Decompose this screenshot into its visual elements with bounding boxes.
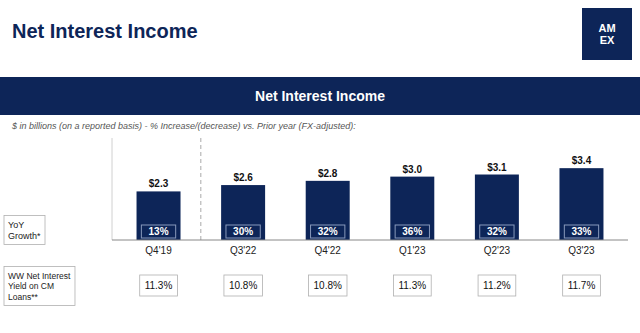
text-line: Yield on CM bbox=[8, 281, 54, 291]
yoy-box bbox=[564, 225, 598, 238]
yoy-label: 33% bbox=[571, 226, 591, 237]
ww-label: 11.3% bbox=[145, 280, 173, 291]
ww-label: 10.8% bbox=[314, 280, 342, 291]
x-tick-label: Q4'22 bbox=[315, 245, 342, 256]
ww-label: 11.3% bbox=[398, 280, 426, 291]
yoy-box bbox=[226, 225, 260, 238]
ww-box bbox=[224, 275, 262, 296]
bar bbox=[306, 181, 350, 240]
y-axis-line bbox=[112, 138, 113, 240]
x-tick-label: Q3'23 bbox=[568, 245, 595, 256]
logo-text: AMEX bbox=[598, 22, 615, 46]
row-label: WW Net InterestYield on CMLoans** bbox=[8, 271, 71, 302]
text-line: YoY bbox=[8, 220, 24, 230]
yoy-label: 36% bbox=[402, 226, 422, 237]
text-line: AM bbox=[598, 22, 615, 34]
note: $ in billions (on a reported basis) - % … bbox=[11, 121, 356, 131]
text-line: EX bbox=[600, 34, 615, 46]
yoy-box bbox=[395, 225, 429, 238]
x-tick-label: Q4'19 bbox=[145, 245, 172, 256]
yoy-box bbox=[311, 225, 345, 238]
data-label: $2.3 bbox=[149, 178, 169, 189]
bar bbox=[137, 191, 181, 240]
chart-container: Net Interest Income AMEX Net Interest Inco… bbox=[0, 0, 640, 333]
data-label: $2.6 bbox=[233, 172, 253, 183]
bar bbox=[221, 185, 265, 240]
ww-box bbox=[393, 275, 431, 296]
page: {"chart_data": {"type": "bar", "title": … bbox=[0, 0, 640, 333]
ww-label: 11.7% bbox=[568, 280, 596, 291]
ww-label: 11.2% bbox=[483, 280, 511, 291]
x-tick-label: Q2'23 bbox=[484, 245, 511, 256]
text-line: WW Net Interest bbox=[8, 271, 71, 281]
text-line: Loans** bbox=[8, 292, 38, 302]
data-label: $3.1 bbox=[487, 162, 507, 173]
bar bbox=[390, 177, 434, 240]
labels: 13% $2.3 30% $2.6 32% $2.8 36% $3.0 32% $3.1 33% $3… bbox=[141, 155, 598, 238]
row-label: YoYGrowth* bbox=[8, 220, 41, 241]
logo: AMEX bbox=[582, 8, 632, 60]
data-label: $2.8 bbox=[318, 168, 338, 179]
yoy-label: 32% bbox=[487, 226, 507, 237]
row-label-box bbox=[4, 267, 75, 306]
logo-box bbox=[582, 8, 632, 60]
yoy-box bbox=[141, 225, 175, 238]
header-bg bbox=[0, 77, 640, 115]
title: Net Interest Income bbox=[12, 20, 198, 42]
chart-svg: Net Interest Income AMEX Net Interest Inco… bbox=[0, 0, 640, 333]
bar bbox=[559, 168, 603, 240]
ww-box bbox=[309, 275, 347, 296]
yoy-label: 32% bbox=[318, 226, 338, 237]
x-tick-label: Q3'22 bbox=[230, 245, 257, 256]
data-label: $3.4 bbox=[572, 155, 592, 166]
ww-label: 10.8% bbox=[229, 280, 257, 291]
ww-box bbox=[563, 275, 601, 296]
yoy-label: 13% bbox=[149, 226, 169, 237]
separator bbox=[200, 138, 201, 240]
ww-row: 11.3% 10.8% 10.8% 11.3% 11.2% 11.7% bbox=[140, 275, 601, 296]
ww-box bbox=[478, 275, 516, 296]
x-tick-label: Q1'23 bbox=[399, 245, 426, 256]
bars bbox=[137, 168, 604, 240]
data-label: $3.0 bbox=[403, 164, 423, 175]
text-line: Growth* bbox=[8, 231, 41, 241]
subtitle: Net Interest Income bbox=[255, 88, 385, 104]
header-band: Net Interest Income bbox=[0, 77, 640, 115]
x-axis-line bbox=[112, 240, 628, 241]
yoy-box bbox=[480, 225, 514, 238]
bar bbox=[475, 175, 519, 240]
row-label-box bbox=[4, 216, 45, 245]
ww-box bbox=[140, 275, 178, 296]
yoy-label: 30% bbox=[233, 226, 253, 237]
